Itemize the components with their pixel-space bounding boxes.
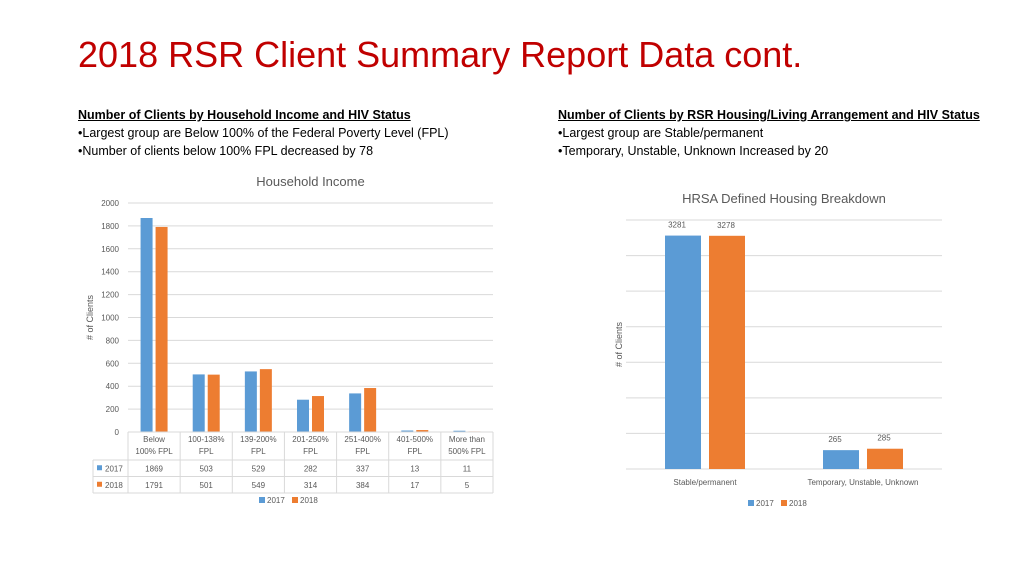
table-cell-value: 1791 (145, 481, 163, 490)
bar-2017 (140, 217, 153, 432)
bar-2018 (259, 369, 272, 432)
x-tick-label: FPL (199, 447, 214, 456)
x-tick-label: FPL (355, 447, 370, 456)
legend-key-2018 (97, 481, 102, 487)
table-cell-value: 549 (252, 481, 266, 490)
x-tick-label: 100-138% (188, 435, 224, 444)
table-cell-value: 13 (410, 464, 419, 473)
bar-2018 (155, 226, 168, 432)
chart-title: HRSA Defined Housing Breakdown (682, 191, 886, 206)
y-tick-label: 800 (106, 336, 120, 345)
bar-2018 (207, 374, 220, 432)
right-notes-heading: Number of Clients by RSR Housing/Living … (558, 108, 980, 122)
left-note-bullet: •Number of clients below 100% FPL decrea… (78, 144, 374, 158)
table-cell-value: 384 (356, 481, 370, 490)
bar-2017 (823, 450, 859, 469)
x-tick-label: 500% FPL (448, 447, 486, 456)
y-axis-label: # of Clients (614, 321, 624, 367)
x-tick-label: Below (143, 435, 165, 444)
x-tick-label: FPL (407, 447, 422, 456)
y-tick-label: 200 (106, 405, 120, 414)
right-note-bullet: •Largest group are Stable/permanent (558, 126, 764, 140)
bar-2017 (244, 371, 257, 432)
y-tick-label: 1200 (101, 291, 119, 300)
bar-2017 (665, 235, 701, 469)
table-series-label: 2018 (105, 481, 123, 490)
table-cell-value: 1869 (145, 464, 163, 473)
data-label: 265 (828, 435, 842, 444)
table-cell-value: 282 (304, 464, 318, 473)
bar-2018 (867, 448, 903, 469)
left-note-bullet: •Largest group are Below 100% of the Fed… (78, 126, 449, 140)
bar-2017 (453, 430, 466, 432)
data-label: 3278 (717, 221, 735, 230)
chart-title: Household Income (256, 174, 364, 189)
legend-label: 2017 (756, 499, 774, 508)
y-axis-label: # of Clients (85, 294, 95, 340)
table-cell-value: 17 (410, 481, 419, 490)
x-tick-label: More than (449, 435, 485, 444)
x-tick-label: 100% FPL (135, 447, 173, 456)
x-tick-label: 401-500% (397, 435, 433, 444)
x-tick-label: FPL (303, 447, 318, 456)
legend-swatch-2018 (781, 500, 787, 506)
table-cell-value: 529 (252, 464, 266, 473)
bar-2017 (297, 399, 309, 432)
x-tick-label: 201-250% (292, 435, 328, 444)
table-series-label: 2017 (105, 464, 123, 473)
table-cell-value: 5 (465, 481, 470, 490)
table-cell-value: 337 (356, 464, 370, 473)
right-notes: Number of Clients by RSR Housing/Living … (558, 106, 980, 160)
table-cell-value: 501 (200, 481, 214, 490)
legend-label: 2018 (789, 499, 807, 508)
bar-2018 (709, 235, 745, 469)
bar-2018 (312, 396, 324, 432)
legend-label: 2018 (300, 496, 318, 505)
data-label: 285 (877, 434, 891, 443)
right-note-bullet: •Temporary, Unstable, Unknown Increased … (558, 144, 829, 158)
x-tick-label: 139-200% (240, 435, 276, 444)
y-tick-label: 1600 (101, 245, 119, 254)
legend-swatch-2017 (748, 500, 754, 506)
legend-key-2017 (97, 465, 102, 471)
y-tick-label: 1400 (101, 268, 119, 277)
left-notes: Number of Clients by Household Income an… (78, 106, 449, 160)
legend-swatch-2018 (292, 497, 298, 503)
table-cell-value: 11 (463, 464, 472, 473)
y-tick-label: 400 (106, 382, 120, 391)
table-cell-value: 314 (304, 481, 318, 490)
y-tick-label: 2000 (101, 199, 119, 208)
data-label: 3281 (668, 221, 686, 230)
x-tick-label: Stable/permanent (673, 478, 737, 487)
x-tick-label: 251-400% (344, 435, 380, 444)
x-tick-label: Temporary, Unstable, Unknown (807, 478, 918, 487)
legend-label: 2017 (267, 496, 285, 505)
bar-2018 (416, 430, 429, 432)
bar-2018 (364, 388, 377, 432)
y-tick-label: 1800 (101, 222, 119, 231)
bar-2017 (192, 374, 205, 432)
bar-2017 (401, 430, 414, 432)
x-tick-label: FPL (251, 447, 266, 456)
page-title: 2018 RSR Client Summary Report Data cont… (78, 34, 803, 75)
y-tick-label: 0 (115, 428, 120, 437)
bar-2017 (349, 393, 362, 432)
legend-swatch-2017 (259, 497, 265, 503)
y-tick-label: 600 (106, 359, 120, 368)
left-notes-heading: Number of Clients by Household Income an… (78, 108, 411, 122)
table-cell-value: 503 (200, 464, 214, 473)
y-tick-label: 1000 (101, 314, 119, 323)
